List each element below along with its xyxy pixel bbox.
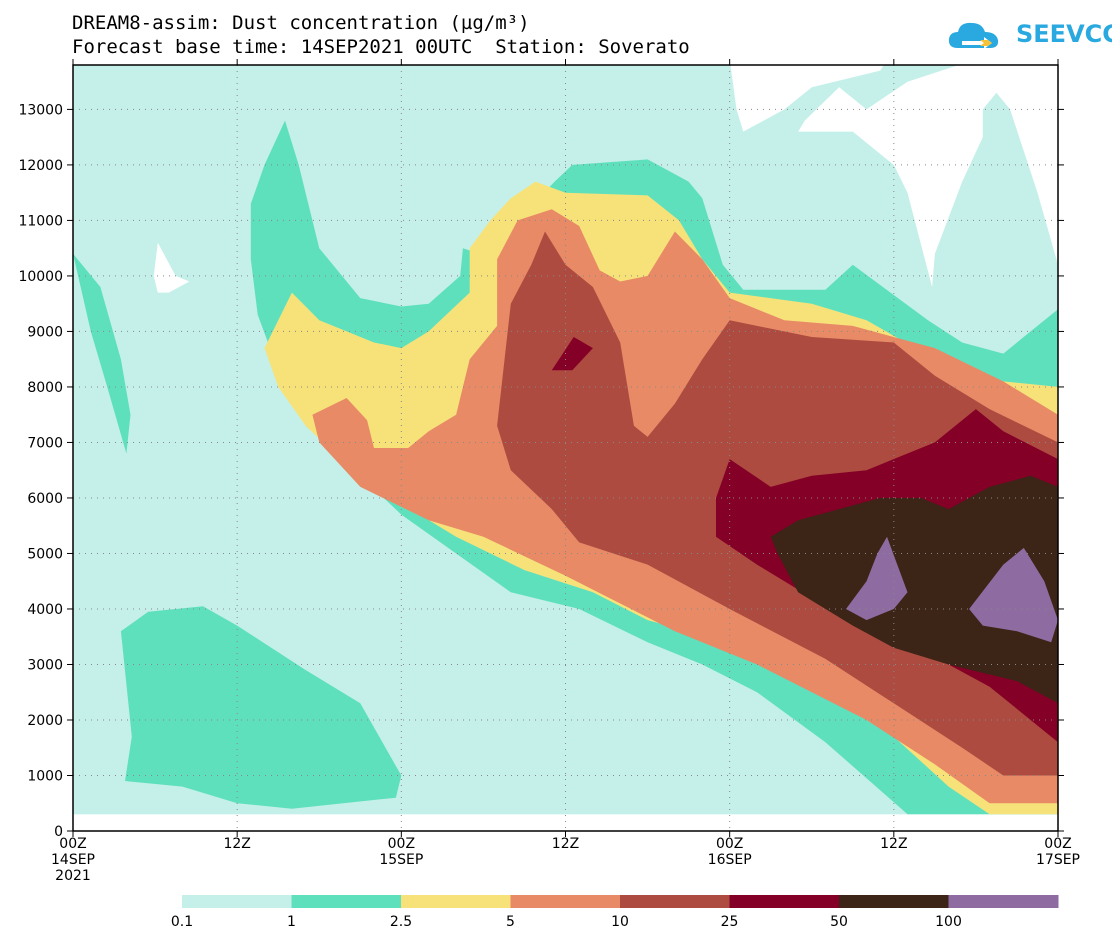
y-tick-label: 11000	[18, 213, 63, 229]
colorbar-label: 1	[287, 914, 296, 930]
axes: 0 1000 2000 3000 4000 5000 6000 7000 8000 9000 100…	[18, 59, 1080, 884]
colorbar-label: 0.1	[171, 914, 193, 930]
colorbar-swatch-3	[510, 895, 621, 908]
plot-area	[73, 65, 1058, 831]
y-tick-label: 8000	[27, 380, 63, 396]
contour-level-1-region-0	[73, 253, 131, 454]
y-tick-label: 10000	[18, 269, 63, 285]
y-tick-label: 0	[54, 824, 63, 840]
colorbar-label: 5	[506, 914, 515, 930]
y-tick-label: 5000	[27, 546, 63, 562]
colorbar-swatch-6	[839, 895, 949, 908]
contour-level-50-region-0	[770, 475, 1058, 704]
y-tick-label: 1000	[27, 768, 63, 784]
x-tick-label: 00Z	[59, 836, 86, 852]
x-tick-label: 12Z	[223, 836, 250, 852]
y-tick-label: 7000	[27, 435, 63, 451]
colorbar-label: 100	[935, 914, 962, 930]
y-tick-label: 9000	[27, 324, 63, 340]
y-tick-label: 3000	[27, 657, 63, 673]
colorbar-swatch-2	[401, 895, 511, 908]
contour-level-0-region-0	[153, 242, 190, 293]
chart-title: DREAM8-assim: Dust concentration (µg/m³)	[72, 12, 530, 34]
colorbar-label: 25	[721, 914, 739, 930]
cloud-icon	[948, 22, 999, 49]
contour-level-25-region-0	[551, 337, 593, 371]
colorbar-swatch-0	[182, 895, 292, 908]
colorbar-label: 2.5	[390, 914, 412, 930]
x-tick-label: 12Z	[552, 836, 579, 852]
x-tick-date-label: 14SEP	[51, 852, 95, 868]
x-tick-label: 00Z	[716, 836, 743, 852]
colorbar: 0.1 1 2.5 5 10 25 50 100	[171, 895, 1059, 930]
colorbar-label: 10	[611, 914, 629, 930]
x-tick-date-label: 15SEP	[379, 852, 423, 868]
y-tick-label: 6000	[27, 491, 63, 507]
contour-level-0-region-2	[730, 65, 884, 132]
y-tick-label: 4000	[27, 602, 63, 618]
contour-level-0-region-1	[798, 65, 1058, 287]
contour-level-1-region-1	[120, 606, 402, 809]
x-tick-year-label: 2021	[55, 868, 91, 884]
colorbar-swatch-1	[291, 895, 402, 908]
x-tick-label: 00Z	[388, 836, 415, 852]
x-tick-label: 00Z	[1044, 836, 1071, 852]
y-tick-label: 12000	[18, 158, 63, 174]
y-tick-label: 2000	[27, 713, 63, 729]
colorbar-swatch-7	[948, 895, 1059, 908]
y-tick-label: 13000	[18, 102, 63, 118]
x-tick-label: 12Z	[880, 836, 907, 852]
logo-text: SEEVCCC	[1016, 20, 1112, 48]
x-tick-date-label: 16SEP	[708, 852, 752, 868]
chart-subtitle: Forecast base time: 14SEP2021 00UTC Stat…	[72, 36, 690, 58]
contour-level-100-region-0	[846, 536, 908, 621]
colorbar-swatch-5	[729, 895, 840, 908]
contour-level-100-region-1	[969, 547, 1058, 643]
colorbar-swatch-4	[620, 895, 730, 908]
x-tick-date-label: 17SEP	[1036, 852, 1080, 868]
colorbar-label: 50	[830, 914, 848, 930]
